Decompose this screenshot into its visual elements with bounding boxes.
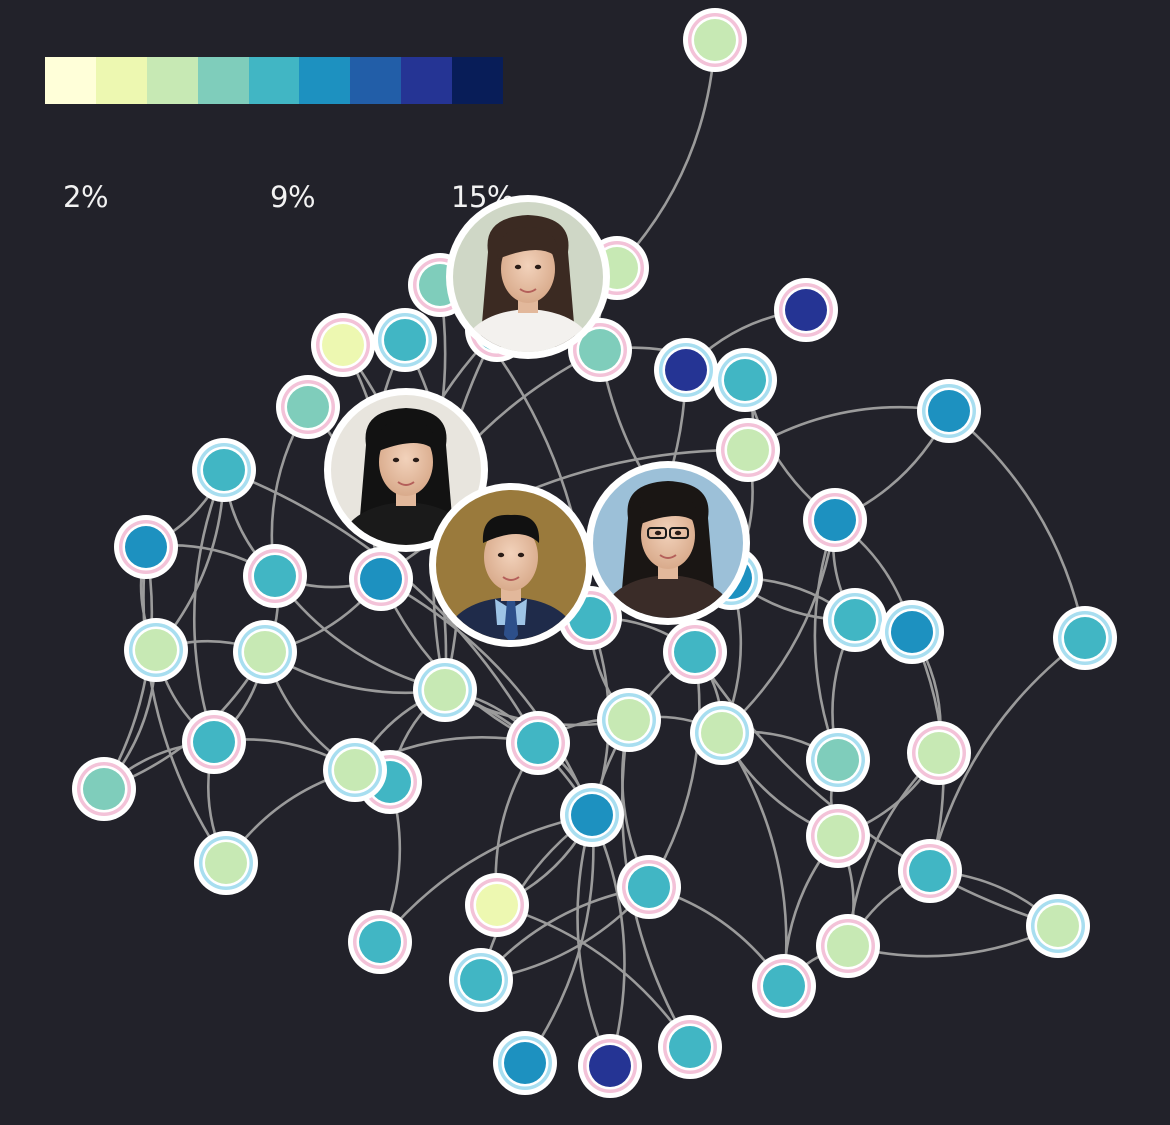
graph-node[interactable] [568,318,632,382]
graph-edge [378,813,594,944]
graph-node[interactable] [578,1034,642,1098]
graph-node[interactable] [806,728,870,792]
profile-woman-long-hair-photo[interactable] [446,195,610,359]
graph-node[interactable] [323,738,387,802]
legend-swatch-2 [95,57,147,104]
graph-node[interactable] [465,873,529,937]
graph-node[interactable] [449,948,513,1012]
graph-node[interactable] [72,757,136,821]
graph-node[interactable] [311,313,375,377]
graph-node[interactable] [713,348,777,412]
graph-node[interactable] [348,910,412,974]
graph-node[interactable] [663,620,727,684]
graph-node[interactable] [413,658,477,722]
graph-node[interactable] [752,954,816,1018]
profile-man-suit-photo[interactable] [429,483,593,647]
graph-edge [615,38,717,270]
graph-node[interactable] [823,588,887,652]
nodes-layer [72,8,1117,1098]
graph-node[interactable] [917,379,981,443]
graph-node[interactable] [192,438,256,502]
legend-swatch-9 [452,57,504,104]
legend-swatch-4 [197,57,249,104]
graph-edge [193,468,226,744]
graph-node[interactable] [803,488,867,552]
graph-node[interactable] [683,8,747,72]
color-scale-bar [45,57,504,104]
graph-edge [720,731,788,988]
graph-node[interactable] [233,620,297,684]
graph-edge [928,636,1087,873]
graph-edge [693,650,1060,928]
graph-node[interactable] [182,710,246,774]
graph-node[interactable] [1053,606,1117,670]
graph-node[interactable] [114,515,178,579]
profile-woman-glasses-photo[interactable] [586,461,750,625]
graph-node[interactable] [806,804,870,868]
graph-node[interactable] [506,711,570,775]
graph-node[interactable] [1026,894,1090,958]
graph-node[interactable] [349,547,413,611]
profile-photos-layer [324,195,750,647]
legend-swatch-5 [248,57,300,104]
graph-node[interactable] [816,914,880,978]
graph-node[interactable] [907,721,971,785]
graph-node[interactable] [880,600,944,664]
graph-edge [576,813,612,1068]
legend-swatch-3 [146,57,198,104]
graph-node[interactable] [617,855,681,919]
graph-node[interactable] [898,839,962,903]
graph-node[interactable] [654,338,718,402]
graph-node[interactable] [493,1031,557,1095]
legend-label-mid: 9% [270,180,316,214]
legend-swatch-1 [45,57,96,104]
graph-node[interactable] [774,278,838,342]
legend-swatch-8 [401,57,453,104]
graph-node[interactable] [716,418,780,482]
graph-node[interactable] [690,701,754,765]
graph-node[interactable] [560,783,624,847]
legend-swatch-7 [350,57,402,104]
graph-edge [590,813,626,1068]
graph-node[interactable] [658,1015,722,1079]
graph-node[interactable] [373,308,437,372]
graph-node[interactable] [243,544,307,608]
graph-edge [142,545,228,865]
legend-label-low: 2% [63,180,109,214]
graph-node[interactable] [124,618,188,682]
graph-node[interactable] [194,831,258,895]
graph-edge [947,409,1087,640]
legend-swatch-6 [299,57,351,104]
color-scale-legend: 2% 9% 15% [45,57,514,214]
graph-node[interactable] [597,688,661,752]
graph-node[interactable] [276,375,340,439]
